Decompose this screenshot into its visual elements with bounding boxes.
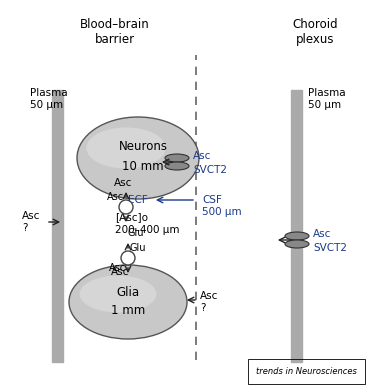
Ellipse shape	[285, 240, 309, 248]
Text: Asc: Asc	[114, 178, 132, 188]
Text: [Asc]o: [Asc]o	[115, 212, 148, 222]
Ellipse shape	[86, 127, 166, 169]
Ellipse shape	[285, 232, 309, 240]
Text: Choroid
plexus: Choroid plexus	[292, 18, 338, 46]
Bar	[291, 90, 302, 362]
Circle shape	[121, 251, 135, 265]
Text: CSF: CSF	[202, 195, 222, 205]
Text: Neurons: Neurons	[118, 139, 167, 152]
Text: Asc: Asc	[109, 263, 126, 273]
Text: Asc: Asc	[107, 192, 124, 202]
Text: SVCT2: SVCT2	[193, 165, 227, 175]
Text: Blood–brain
barrier: Blood–brain barrier	[80, 18, 150, 46]
Text: Asc: Asc	[111, 267, 129, 277]
Text: 10 mm: 10 mm	[122, 159, 164, 173]
Ellipse shape	[165, 162, 189, 170]
Text: Asc: Asc	[193, 151, 211, 161]
Text: ECF: ECF	[128, 195, 148, 205]
Text: Glu: Glu	[130, 243, 146, 253]
Text: Plasma
50 μm: Plasma 50 μm	[30, 88, 68, 110]
Bar	[52, 90, 63, 362]
Text: Glu: Glu	[128, 228, 145, 238]
Text: 500 μm: 500 μm	[202, 207, 242, 217]
Text: Glia: Glia	[116, 286, 139, 298]
Text: Asc: Asc	[313, 229, 331, 239]
Ellipse shape	[79, 276, 156, 313]
Text: 200–400 μm: 200–400 μm	[115, 225, 180, 235]
Ellipse shape	[69, 265, 187, 339]
Text: 1 mm: 1 mm	[111, 303, 145, 317]
Text: Plasma
50 μm: Plasma 50 μm	[308, 88, 346, 110]
Text: Asc: Asc	[22, 211, 40, 221]
Text: ?: ?	[200, 303, 205, 313]
Circle shape	[119, 200, 133, 214]
Text: SVCT2: SVCT2	[313, 243, 347, 253]
Text: Asc: Asc	[200, 291, 218, 301]
Text: trends in Neurosciences: trends in Neurosciences	[256, 367, 357, 376]
Ellipse shape	[77, 117, 199, 199]
Ellipse shape	[165, 154, 189, 162]
Text: ?: ?	[22, 223, 28, 233]
